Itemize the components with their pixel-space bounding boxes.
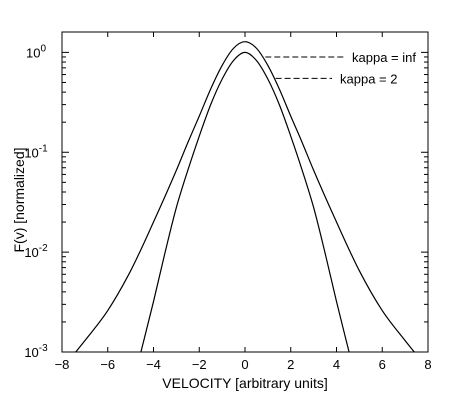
x-tick-label: −6	[100, 357, 115, 372]
y-axis-label: F(v) [normalized]	[11, 147, 27, 252]
curves	[75, 41, 415, 353]
y-tick-label: 10-3	[24, 343, 48, 360]
annotations: kappa = inf kappa = 2	[265, 50, 416, 86]
x-tick-label: −4	[146, 357, 161, 372]
x-axis-label: VELOCITY [arbitrary units]	[162, 375, 327, 391]
x-tick-label: 6	[379, 357, 386, 372]
y-tick-label: 100	[26, 43, 46, 60]
x-tick-label: −2	[192, 357, 207, 372]
series-line-kappa-2	[75, 41, 415, 353]
annotation-label: kappa = 2	[340, 71, 397, 86]
series-line-kappa-inf	[140, 51, 350, 353]
x-tick-label: 4	[333, 357, 340, 372]
y-tick-label: 10-1	[24, 143, 48, 160]
x-tick-label: −8	[55, 357, 70, 372]
x-tick-label: 2	[287, 357, 294, 372]
x-tick-label: 8	[424, 357, 431, 372]
annotation-label: kappa = inf	[352, 50, 416, 65]
y-tick-label: 10-2	[24, 243, 48, 260]
axes: −8 −6 −4 −2 0 2 4 6 8 10-3 10-2 10-1 100	[24, 31, 432, 372]
x-tick-label: 0	[241, 357, 248, 372]
